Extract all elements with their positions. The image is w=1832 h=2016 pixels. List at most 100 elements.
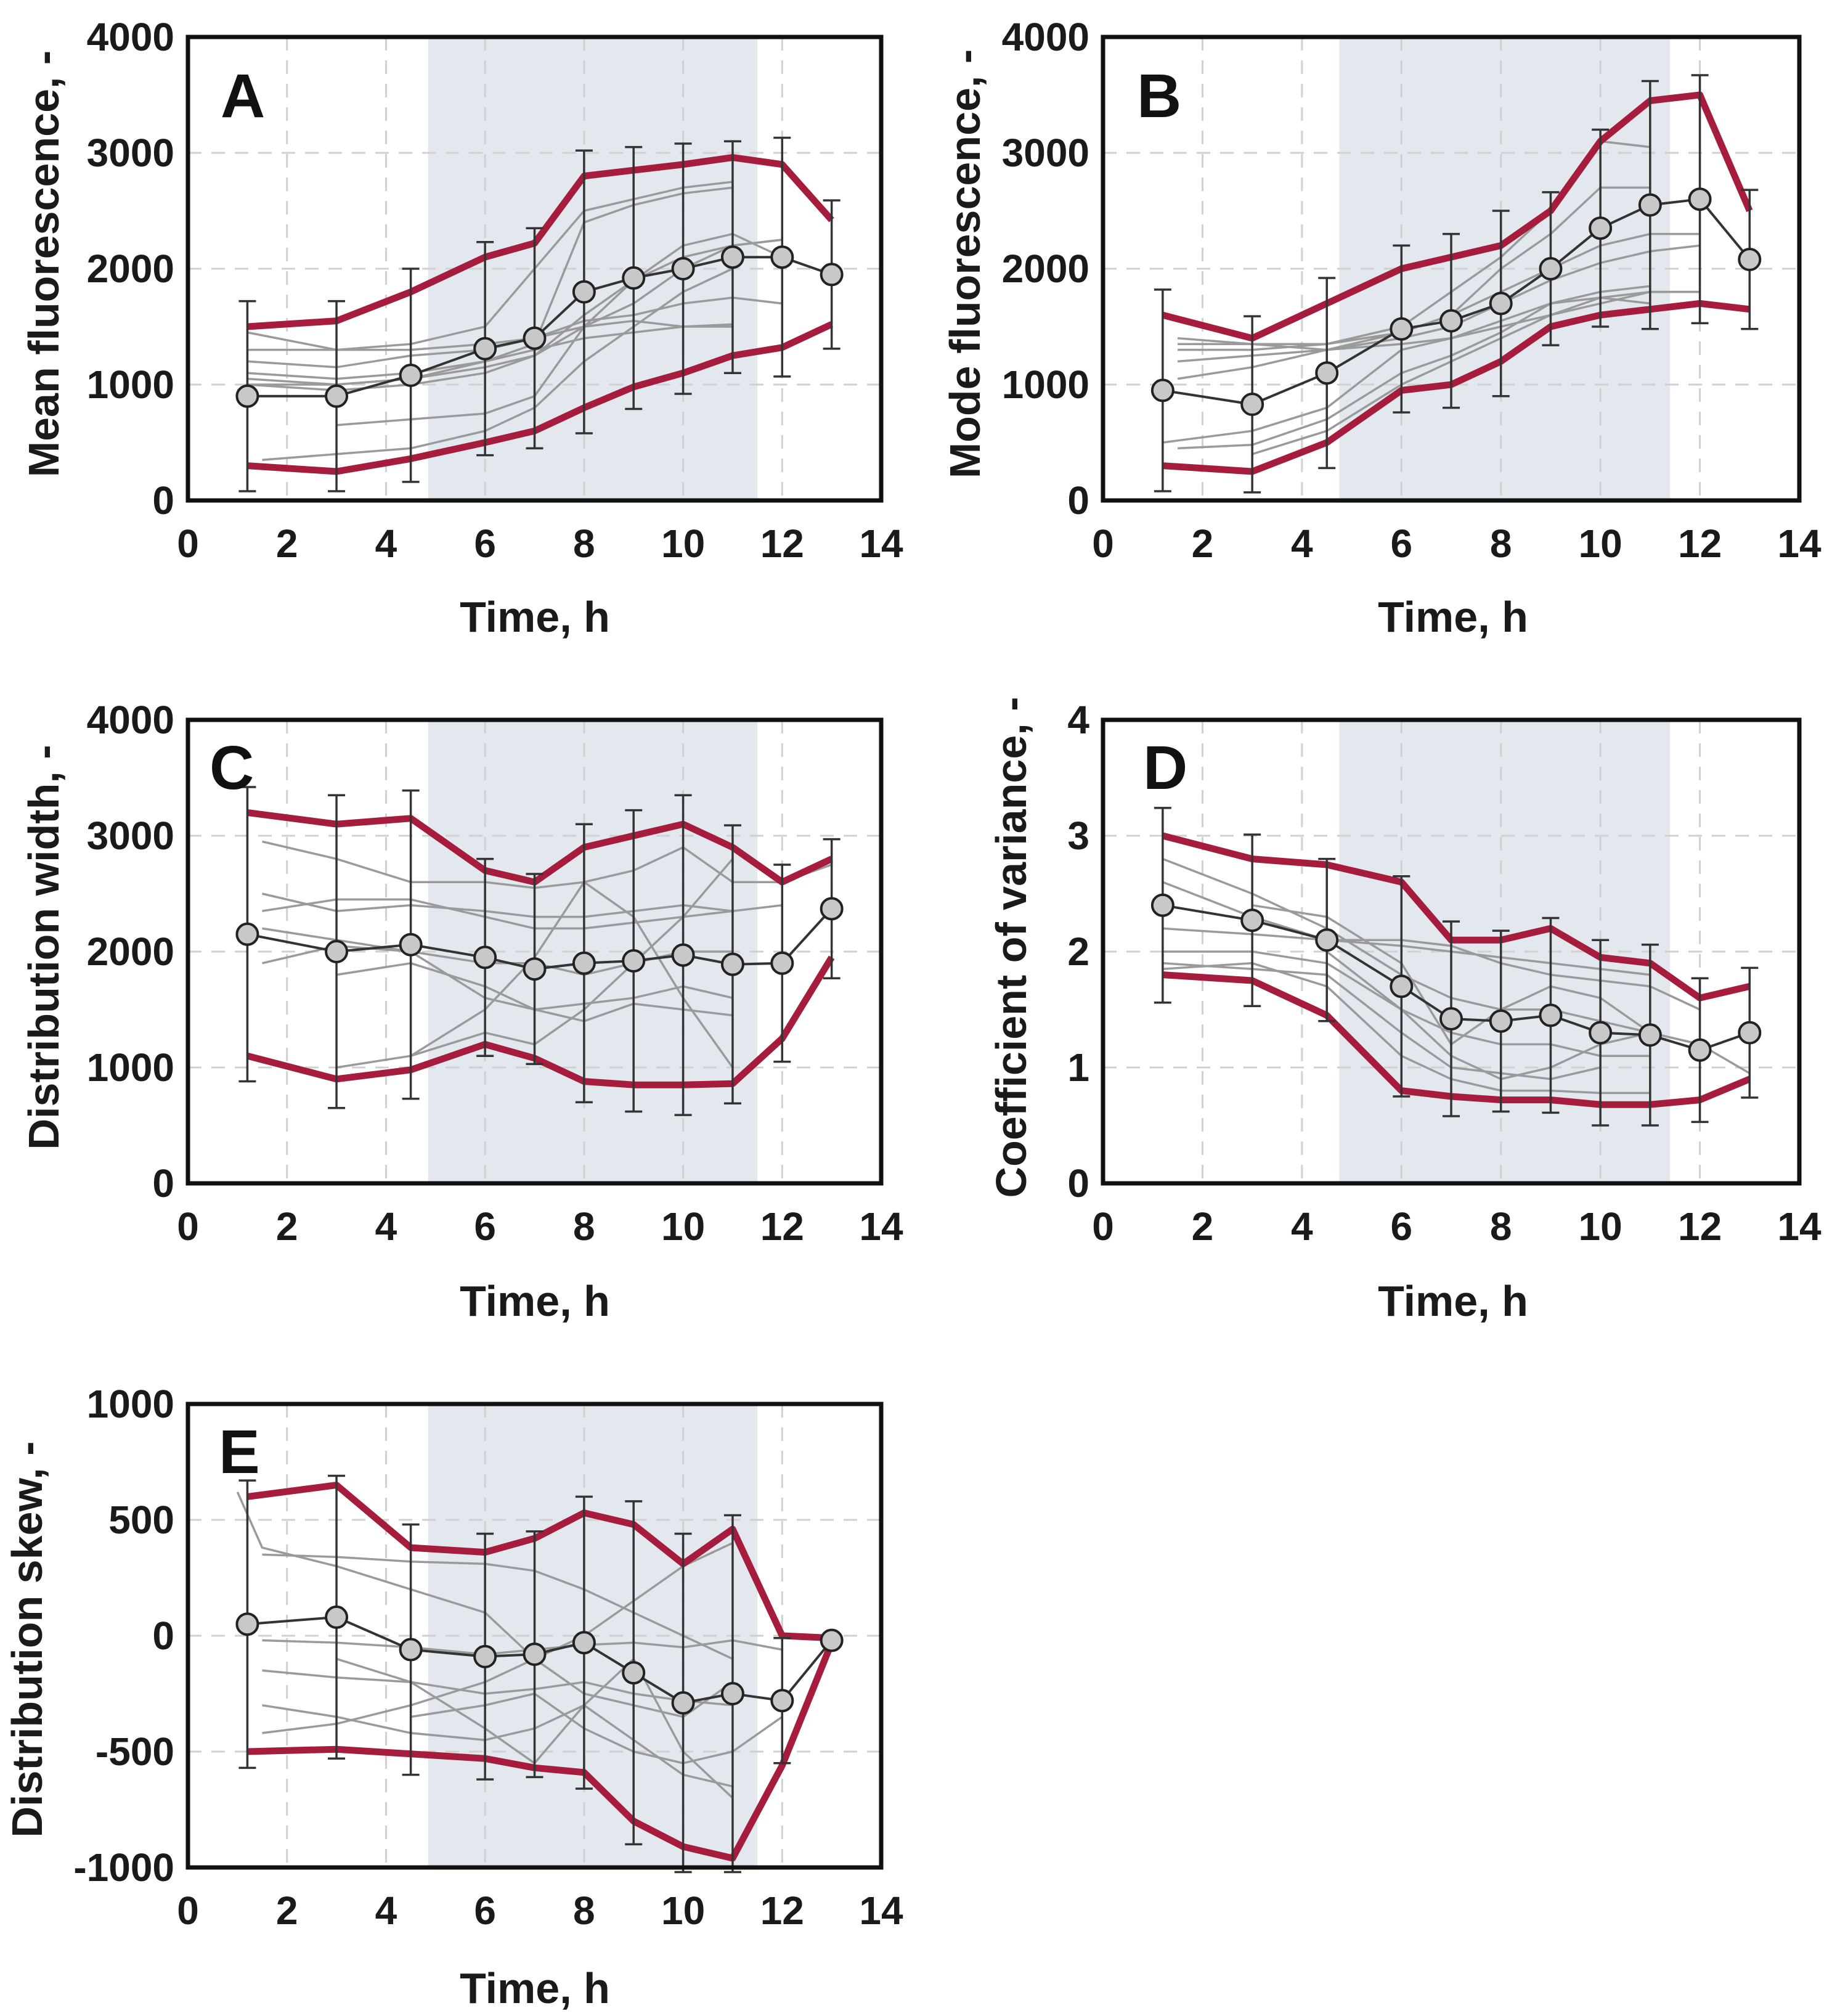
x-tick-label-a: 0 [177,521,199,566]
x-tick-label-d: 14 [1777,1204,1822,1249]
mean-marker-c [572,951,596,975]
x-tick-label-b: 12 [1678,521,1722,566]
y-tick-label-e: -1000 [73,1845,174,1890]
y-tick-label-e: -500 [96,1729,174,1774]
y-tick-label-c: 4000 [87,698,174,742]
x-axis-title-e: Time, h [460,1964,610,2012]
y-tick-label-a: 1000 [87,362,174,407]
x-tick-label-a: 4 [375,521,397,566]
y-axis-title-e: Distribution skew, - [3,1441,51,1837]
mean-marker-e [572,1631,596,1655]
plot-area-b: 0 2 4 6 8 10 12 14 0 1000 2000 3000 4000 [1002,15,1822,566]
y-tick-label-c: 0 [152,1161,174,1206]
mean-marker-c [720,952,744,976]
mean-marker-c [399,933,423,957]
panel-b: 0 2 4 6 8 10 12 14 0 1000 2000 3000 4000 B Time, h M… [941,15,1822,641]
y-axis-title-c: Distribution width, - [20,745,68,1149]
individual-series-d-2 [1162,927,1701,1011]
x-tick-label-e: 12 [760,1888,804,1933]
x-tick-label-c: 0 [177,1204,199,1249]
mean-marker-c [770,951,794,975]
panel-letter-e: E [219,1418,260,1487]
x-tick-label-c: 10 [661,1204,705,1249]
mean-marker-e [473,1644,497,1668]
x-tick-label-c: 4 [375,1204,397,1249]
x-tick-label-b: 0 [1092,521,1114,566]
x-tick-label-e: 8 [573,1888,595,1933]
individual-series-a-3 [247,239,783,392]
plot-area-e: 0 2 4 6 8 10 12 14 -1000 -500 0 500 1000 [73,1382,903,1933]
x-tick-label-e: 4 [375,1888,397,1933]
x-tick-label-d: 6 [1390,1204,1412,1249]
mean-marker-e [820,1628,844,1652]
individual-series-e-7 [410,1692,783,1765]
mean-marker-e [325,1605,349,1629]
mean-marker-e [622,1661,646,1685]
individual-series-c-2 [262,898,783,930]
mean-marker-b [1688,187,1712,211]
x-tick-label-e: 14 [859,1888,903,1933]
mean-marker-b [1638,193,1662,217]
plot-frame-a [185,35,884,503]
y-tick-label-a: 2000 [87,247,174,291]
mean-marker-d [1315,928,1339,952]
panel-letter-a: A [221,62,265,131]
x-tick-label-d: 8 [1490,1204,1512,1249]
mean-marker-e [399,1638,423,1662]
mean-marker-a [235,384,259,408]
y-tick-label-a: 4000 [87,15,174,59]
mean-marker-a [572,280,596,304]
x-tick-label-e: 6 [474,1888,496,1933]
x-tick-label-a: 12 [760,521,804,566]
x-axis-title-c: Time, h [460,1277,610,1325]
x-tick-label-b: 2 [1192,521,1214,566]
x-tick-label-d: 2 [1192,1204,1214,1249]
y-tick-label-b: 1000 [1002,362,1089,407]
x-tick-label-a: 2 [276,521,298,566]
x-tick-label-c: 8 [573,1204,595,1249]
mean-marker-c [622,949,646,973]
mean-marker-a [473,337,497,361]
y-tick-label-c: 3000 [87,814,174,858]
panel-e: 0 2 4 6 8 10 12 14 -1000 -500 0 500 1000 E Time, h D… [3,1382,903,2012]
panel-letter-d: D [1143,733,1187,802]
x-tick-label-b: 10 [1579,521,1622,566]
individual-series-a-4 [247,296,783,369]
y-tick-label-a: 0 [152,478,174,523]
mean-marker-b [1738,247,1762,271]
mean-marker-d [1150,893,1175,917]
x-tick-label-d: 10 [1579,1204,1622,1249]
x-tick-label-a: 6 [474,521,496,566]
mean-marker-b [1150,378,1175,402]
plot-frame-d [1101,717,1802,1186]
individual-series-b-3 [1177,244,1700,363]
mean-marker-d [1638,1023,1662,1047]
y-tick-label-b: 4000 [1002,15,1089,59]
individual-series-c-6 [336,858,734,1069]
mean-marker-a [399,363,423,387]
y-tick-label-d: 0 [1067,1161,1089,1206]
x-tick-label-b: 8 [1490,521,1512,566]
mean-marker-c [235,922,259,946]
mean-marker-a [820,263,844,287]
x-tick-label-b: 6 [1390,521,1412,566]
x-tick-label-c: 14 [859,1204,903,1249]
x-tick-label-e: 2 [276,1888,298,1933]
mean-marker-d [1390,974,1414,998]
mean-marker-b [1539,257,1563,280]
x-tick-label-a: 10 [661,521,705,566]
individual-series-c-5 [336,962,733,1022]
plot-frame-b [1101,35,1802,503]
x-tick-label-b: 14 [1777,521,1822,566]
mean-marker-e [235,1612,259,1636]
y-tick-label-d: 1 [1067,1045,1089,1090]
plot-frame-c [185,717,884,1186]
individual-series-d-4 [1162,962,1601,1080]
x-tick-label-c: 2 [276,1204,298,1249]
y-axis-title-b: Mode fluorescence, - [941,49,989,478]
plot-area-c: 0 2 4 6 8 10 12 14 0 1000 2000 3000 4000 [87,698,903,1249]
mean-marker-e [671,1691,695,1715]
